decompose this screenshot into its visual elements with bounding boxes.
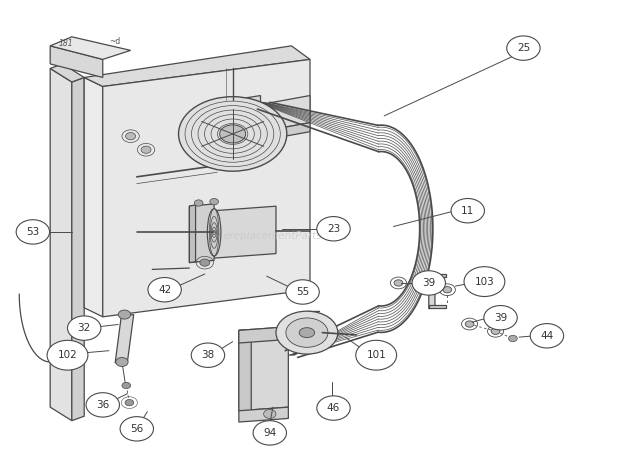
Circle shape — [484, 305, 517, 330]
Text: 53: 53 — [26, 227, 40, 237]
Polygon shape — [239, 329, 251, 411]
Text: 44: 44 — [540, 331, 554, 341]
Circle shape — [122, 382, 131, 389]
Ellipse shape — [276, 311, 338, 354]
Circle shape — [451, 198, 484, 223]
Polygon shape — [84, 46, 310, 87]
Polygon shape — [103, 59, 310, 317]
Circle shape — [68, 316, 101, 340]
Text: 56: 56 — [130, 424, 143, 434]
Circle shape — [191, 343, 224, 367]
Circle shape — [118, 310, 131, 319]
Ellipse shape — [179, 96, 287, 171]
Circle shape — [141, 146, 151, 153]
Polygon shape — [115, 314, 134, 363]
Circle shape — [47, 340, 88, 370]
Polygon shape — [236, 96, 310, 136]
Polygon shape — [239, 327, 288, 343]
Circle shape — [465, 321, 474, 327]
Text: 94: 94 — [263, 428, 277, 438]
Polygon shape — [239, 407, 288, 422]
Text: 39: 39 — [494, 313, 507, 323]
Polygon shape — [50, 46, 103, 77]
Text: ereplacementParts.com: ereplacementParts.com — [223, 231, 347, 241]
Circle shape — [125, 400, 134, 406]
Circle shape — [148, 278, 181, 302]
Polygon shape — [205, 96, 260, 145]
Polygon shape — [84, 77, 103, 317]
Circle shape — [394, 280, 403, 286]
Text: 23: 23 — [327, 224, 340, 234]
Circle shape — [210, 198, 218, 205]
Polygon shape — [239, 327, 288, 411]
Ellipse shape — [286, 318, 328, 347]
Text: 32: 32 — [78, 323, 91, 333]
Circle shape — [200, 259, 210, 266]
Circle shape — [120, 417, 154, 441]
Circle shape — [464, 267, 505, 297]
Text: 101: 101 — [366, 350, 386, 360]
Circle shape — [443, 287, 451, 293]
Circle shape — [412, 271, 446, 295]
Polygon shape — [429, 274, 446, 277]
Text: ~d: ~d — [110, 37, 121, 46]
Circle shape — [286, 280, 319, 304]
Polygon shape — [50, 37, 131, 59]
Polygon shape — [72, 77, 84, 421]
Text: 42: 42 — [158, 285, 171, 295]
Circle shape — [126, 133, 136, 140]
Ellipse shape — [207, 209, 221, 256]
Text: 39: 39 — [422, 278, 435, 288]
Circle shape — [508, 335, 517, 342]
Text: 36: 36 — [96, 400, 109, 410]
Circle shape — [253, 421, 286, 445]
Circle shape — [116, 357, 128, 366]
Circle shape — [194, 200, 203, 206]
Text: 25: 25 — [517, 43, 530, 53]
Circle shape — [16, 220, 50, 244]
Text: 11: 11 — [461, 206, 474, 216]
Polygon shape — [189, 204, 214, 263]
Circle shape — [317, 396, 350, 420]
Polygon shape — [236, 123, 310, 145]
Text: 38: 38 — [202, 350, 215, 360]
Polygon shape — [429, 273, 435, 308]
Circle shape — [264, 410, 276, 419]
Polygon shape — [214, 206, 276, 258]
Ellipse shape — [219, 125, 246, 143]
Text: 55: 55 — [296, 287, 309, 297]
Circle shape — [86, 393, 120, 417]
Circle shape — [530, 323, 564, 348]
Circle shape — [507, 36, 540, 60]
Circle shape — [356, 340, 397, 370]
Text: 181: 181 — [58, 39, 73, 48]
Circle shape — [317, 217, 350, 241]
Text: 102: 102 — [58, 350, 78, 360]
Ellipse shape — [299, 328, 314, 337]
Text: 103: 103 — [474, 277, 494, 287]
Polygon shape — [429, 304, 446, 308]
Text: 46: 46 — [327, 403, 340, 413]
Polygon shape — [189, 205, 195, 263]
Polygon shape — [50, 68, 72, 421]
Polygon shape — [50, 64, 84, 82]
Circle shape — [491, 328, 500, 334]
